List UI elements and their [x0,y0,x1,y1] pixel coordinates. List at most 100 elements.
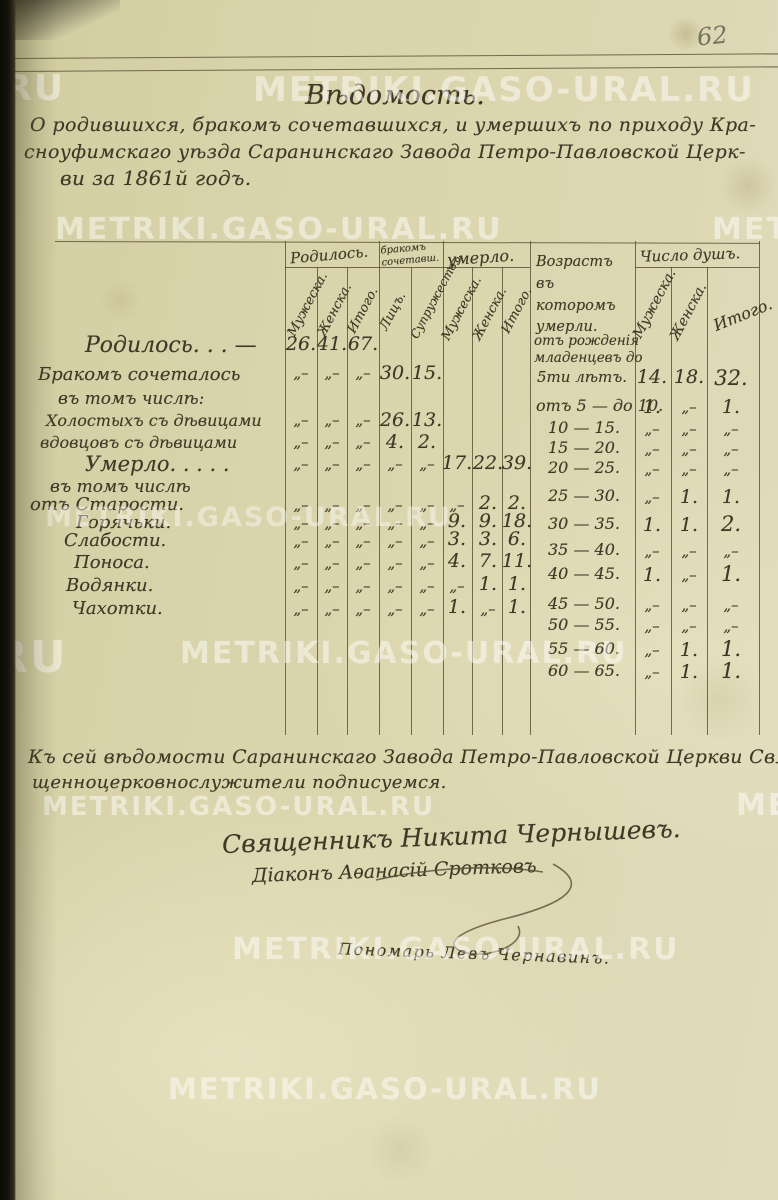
table-cell: 1. [507,596,527,618]
age-bracket-label: отъ рожденія [534,333,640,349]
table-cell: „– [324,577,340,595]
table-cell: „– [293,577,309,595]
souls-male: 1. [642,396,662,418]
age-bracket-label: отъ 5 — до 10. [536,396,664,415]
age-bracket-label: младенцевъ до [534,350,643,366]
age-bracket-label: 20 — 25. [548,458,620,477]
age-bracket-label: 55 — 60. [548,639,620,658]
table-cell: 17. [441,452,473,474]
souls-male: „– [644,488,660,506]
table-cell: 1. [507,573,527,595]
souls-male: 14. [636,366,668,388]
table-cell: „– [324,433,340,451]
table-cell: „– [324,532,340,550]
table-cell: 26. [379,409,411,431]
document-title: Вѣдомость. [305,80,485,111]
souls-total: 1. [721,396,741,418]
table-cell: „– [355,554,371,572]
table-cell: 2. [507,492,527,514]
souls-male: „– [644,641,660,659]
title-line-3: ви за 1861й годъ. [60,166,252,190]
table-vertical-line [285,241,287,735]
table-cell: „– [355,532,371,550]
table-cell: „– [324,514,340,532]
souls-female: „– [681,596,697,614]
age-bracket-label: 40 — 45. [548,564,620,583]
title-line-1: О родившихся, бракомъ сочетавшихся, и ум… [30,114,757,136]
table-cell: „– [419,496,435,514]
table-cell: 30. [379,362,411,384]
row-label-diarrhea: Поноса. [74,552,150,573]
souls-total: „– [723,460,739,478]
souls-male: „– [644,440,660,458]
souls-male: „– [644,420,660,438]
age-bracket-label: 10 — 15. [548,418,620,437]
souls-male: „– [644,663,660,681]
table-vertical-line [530,241,532,735]
table-vertical-line [671,267,673,735]
souls-male: „– [644,596,660,614]
subheader-persons: Лицъ. [376,289,410,333]
souls-female: „– [681,420,697,438]
row-label-died: Умерло. . . . . [85,452,230,476]
table-vertical-line [502,267,504,735]
table-cell: „– [355,433,371,451]
table-vertical-line [635,241,637,735]
watermark: METRIKI.GASO-URAL.RU [232,932,680,967]
page-corner-shadow [0,0,120,40]
table-cell: 4. [447,550,467,572]
table-cell: „– [387,514,403,532]
table-cell: „– [419,455,435,473]
table-vertical-line [707,267,709,735]
row-label-widowers: вдовцовъ съ дѣвицами [40,433,238,452]
subheader-total-souls: Итого. [710,294,775,335]
watermark-fragment: MET [712,212,778,247]
watermark: METRIKI.GASO-URAL.RU [180,636,628,671]
table-cell: „– [293,600,309,618]
table-cell: „– [480,600,496,618]
watermark: METRIKI.GASO-URAL.RU [42,792,436,822]
table-cell: „– [293,433,309,451]
table-cell: „– [355,514,371,532]
table-cell: 41. [316,333,348,355]
table-cell: 67. [347,333,379,355]
age-bracket-label: 25 — 30. [548,486,620,505]
table-cell: 4. [385,431,405,453]
table-cell: „– [293,532,309,550]
watermark: METRIKI.GASO-URAL.RU [45,502,452,533]
table-cell: „– [293,554,309,572]
souls-female: „– [681,440,697,458]
table-cell: 7. [478,550,498,572]
table-cell: 11. [501,550,533,572]
souls-total: 2. [720,512,742,536]
watermark: METRIKI.GASO-URAL.RU [55,212,503,247]
table-vertical-line [347,267,349,735]
table-cell: „– [387,496,403,514]
souls-total: 1. [720,562,742,586]
table-cell: 6. [507,528,527,550]
title-line-2: сноуфимскаго уѣзда Саранинскаго Завода П… [24,141,746,163]
souls-female: „– [681,460,697,478]
age-bracket-label: 35 — 40. [548,540,620,559]
table-cell: „– [324,455,340,473]
row-label-bachelors: Холостыхъ съ дѣвицами [46,411,262,430]
table-cell: „– [324,411,340,429]
table-vertical-line [443,241,445,735]
table-vertical-line [411,267,413,735]
table-cell: „– [355,411,371,429]
table-cell: 39. [501,452,533,474]
souls-female: „– [681,566,697,584]
top-rule-line [14,53,778,60]
table-cell: „– [324,600,340,618]
age-bracket-label: 45 — 50. [548,594,620,613]
row-label-born: Родилось. . . — [85,333,257,358]
age-bracket-label: 30 — 35. [548,514,620,533]
table-cell: 15. [411,362,443,384]
table-cell: „– [293,496,309,514]
table-vertical-line [317,267,319,735]
table-cell: „– [387,554,403,572]
table-cell: „– [293,411,309,429]
table-cell: 3. [478,528,498,550]
souls-female: „– [681,398,697,416]
table-cell: 26. [285,333,317,355]
